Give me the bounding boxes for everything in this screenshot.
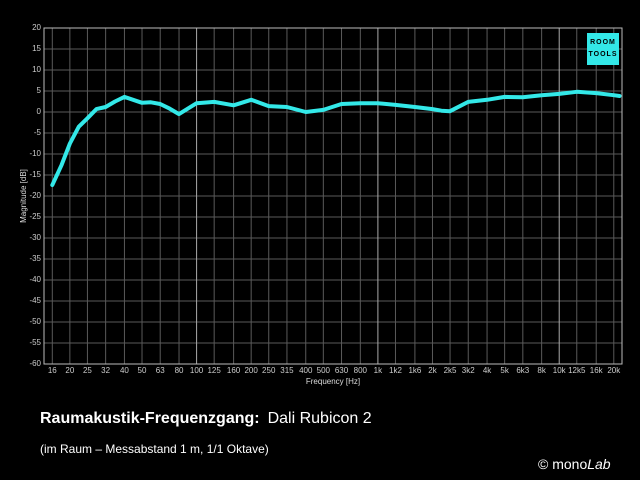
x-tick-label: 125 [207, 366, 221, 375]
x-tick-label: 200 [244, 366, 258, 375]
x-tick-label: 2k5 [444, 366, 457, 375]
y-tick-label: -30 [29, 233, 41, 242]
x-tick-label: 1k2 [389, 366, 402, 375]
y-tick-label: -45 [29, 296, 41, 305]
x-tick-label: 315 [280, 366, 294, 375]
y-tick-label: -60 [29, 359, 41, 368]
x-tick-label: 63 [156, 366, 165, 375]
x-tick-label: 80 [175, 366, 184, 375]
x-tick-label: 20k [607, 366, 621, 375]
y-tick-label: -50 [29, 317, 41, 326]
x-tick-label: 800 [354, 366, 368, 375]
logo: ROOM TOOLS [587, 33, 619, 65]
logo-text: ROOM [590, 39, 616, 46]
x-tick-label: 1k [374, 366, 383, 375]
x-tick-label: 40 [120, 366, 129, 375]
x-tick-label: 25 [83, 366, 92, 375]
y-tick-label: 0 [37, 107, 42, 116]
note: (im Raum – Messabstand 1 m, 1/1 Oktave) [40, 442, 269, 456]
y-tick-label: 20 [32, 23, 41, 32]
logo-box [587, 33, 619, 65]
x-tick-label: 160 [227, 366, 241, 375]
x-tick-label: 10k [553, 366, 567, 375]
y-tick-label: -25 [29, 212, 41, 221]
x-tick-label: 8k [537, 366, 546, 375]
plot-area: 20151050-5-10-15-20-25-30-35-40-45-50-55… [29, 23, 623, 375]
y-tick-label: 15 [32, 44, 41, 53]
x-tick-label: 500 [317, 366, 331, 375]
x-tick-label: 5k [500, 366, 509, 375]
x-axis-label: Frequency [Hz] [306, 377, 360, 386]
plot-border [43, 27, 623, 365]
title-main: Raumakustik-Frequenzgang: [40, 410, 260, 427]
y-tick-label: 5 [37, 86, 42, 95]
x-tick-label: 50 [138, 366, 147, 375]
x-tick-label: 16 [48, 366, 57, 375]
x-tick-label: 16k [590, 366, 604, 375]
y-axis-label: Magnitude [dB] [19, 169, 28, 223]
x-tick-label: 32 [101, 366, 110, 375]
credit-prefix: © mono [538, 456, 587, 472]
x-tick-label: 12k5 [568, 366, 586, 375]
x-tick-label: 400 [299, 366, 313, 375]
x-tick-label: 4k [483, 366, 492, 375]
credit-suffix: Lab [587, 456, 611, 472]
y-tick-label: -15 [29, 170, 41, 179]
x-tick-label: 1k6 [408, 366, 421, 375]
y-tick-label: -10 [29, 149, 41, 158]
y-tick-label: 10 [32, 65, 41, 74]
x-tick-label: 100 [190, 366, 204, 375]
x-tick-label: 630 [335, 366, 349, 375]
response-curve [50, 89, 622, 188]
x-tick-label: 250 [262, 366, 276, 375]
y-tick-label: -35 [29, 254, 41, 263]
y-tick-label: -20 [29, 191, 41, 200]
title-model: Dali Rubicon 2 [268, 410, 372, 427]
x-tick-label: 20 [65, 366, 74, 375]
credit: © monoLab [538, 456, 611, 472]
title: Raumakustik-Frequenzgang: Dali Rubicon 2 [40, 410, 372, 427]
x-tick-label: 2k [428, 366, 437, 375]
y-tick-label: -55 [29, 338, 41, 347]
x-tick-label: 6k3 [516, 366, 529, 375]
y-tick-label: -5 [34, 128, 42, 137]
x-tick-label: 3k2 [462, 366, 475, 375]
y-tick-label: -40 [29, 275, 41, 284]
logo-text: TOOLS [589, 51, 618, 58]
